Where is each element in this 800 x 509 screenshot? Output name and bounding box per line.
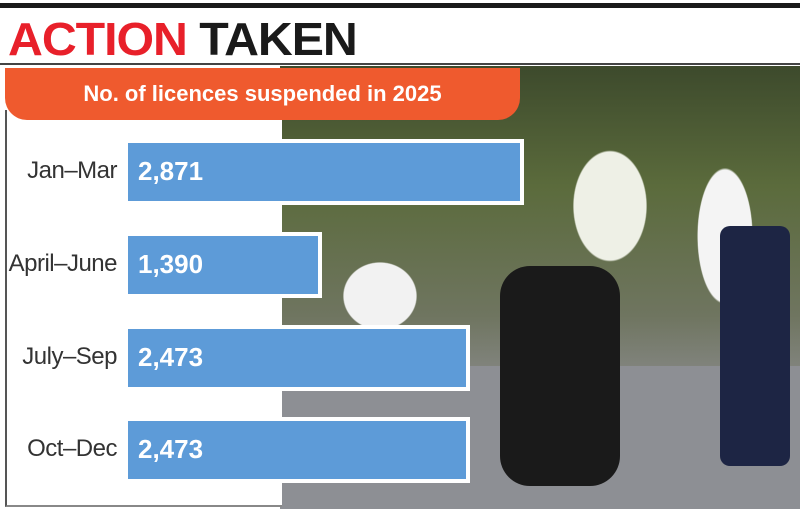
value-label: 2,871 <box>138 156 204 186</box>
category-label: April–June <box>8 250 118 277</box>
bar <box>124 139 524 205</box>
police-figure <box>720 226 790 466</box>
category-label: July–Sep <box>22 343 117 370</box>
headline: ACTION TAKEN <box>8 12 358 66</box>
bar <box>124 325 470 391</box>
top-rule <box>0 3 800 8</box>
category-label: Jan–Mar <box>27 157 117 184</box>
bar <box>124 232 322 298</box>
category-label: Oct–Dec <box>27 435 117 462</box>
headline-black: TAKEN <box>199 13 358 65</box>
headline-red: ACTION <box>8 13 188 65</box>
divider <box>0 63 800 65</box>
value-label: 2,473 <box>138 342 204 372</box>
rider-figure <box>500 266 620 486</box>
chart-title: No. of licences suspended in 2025 <box>83 81 442 106</box>
value-label: 2,473 <box>138 434 204 464</box>
chart-title-banner: No. of licences suspended in 2025 <box>5 68 520 120</box>
bar <box>124 417 470 483</box>
value-label: 1,390 <box>138 249 204 279</box>
